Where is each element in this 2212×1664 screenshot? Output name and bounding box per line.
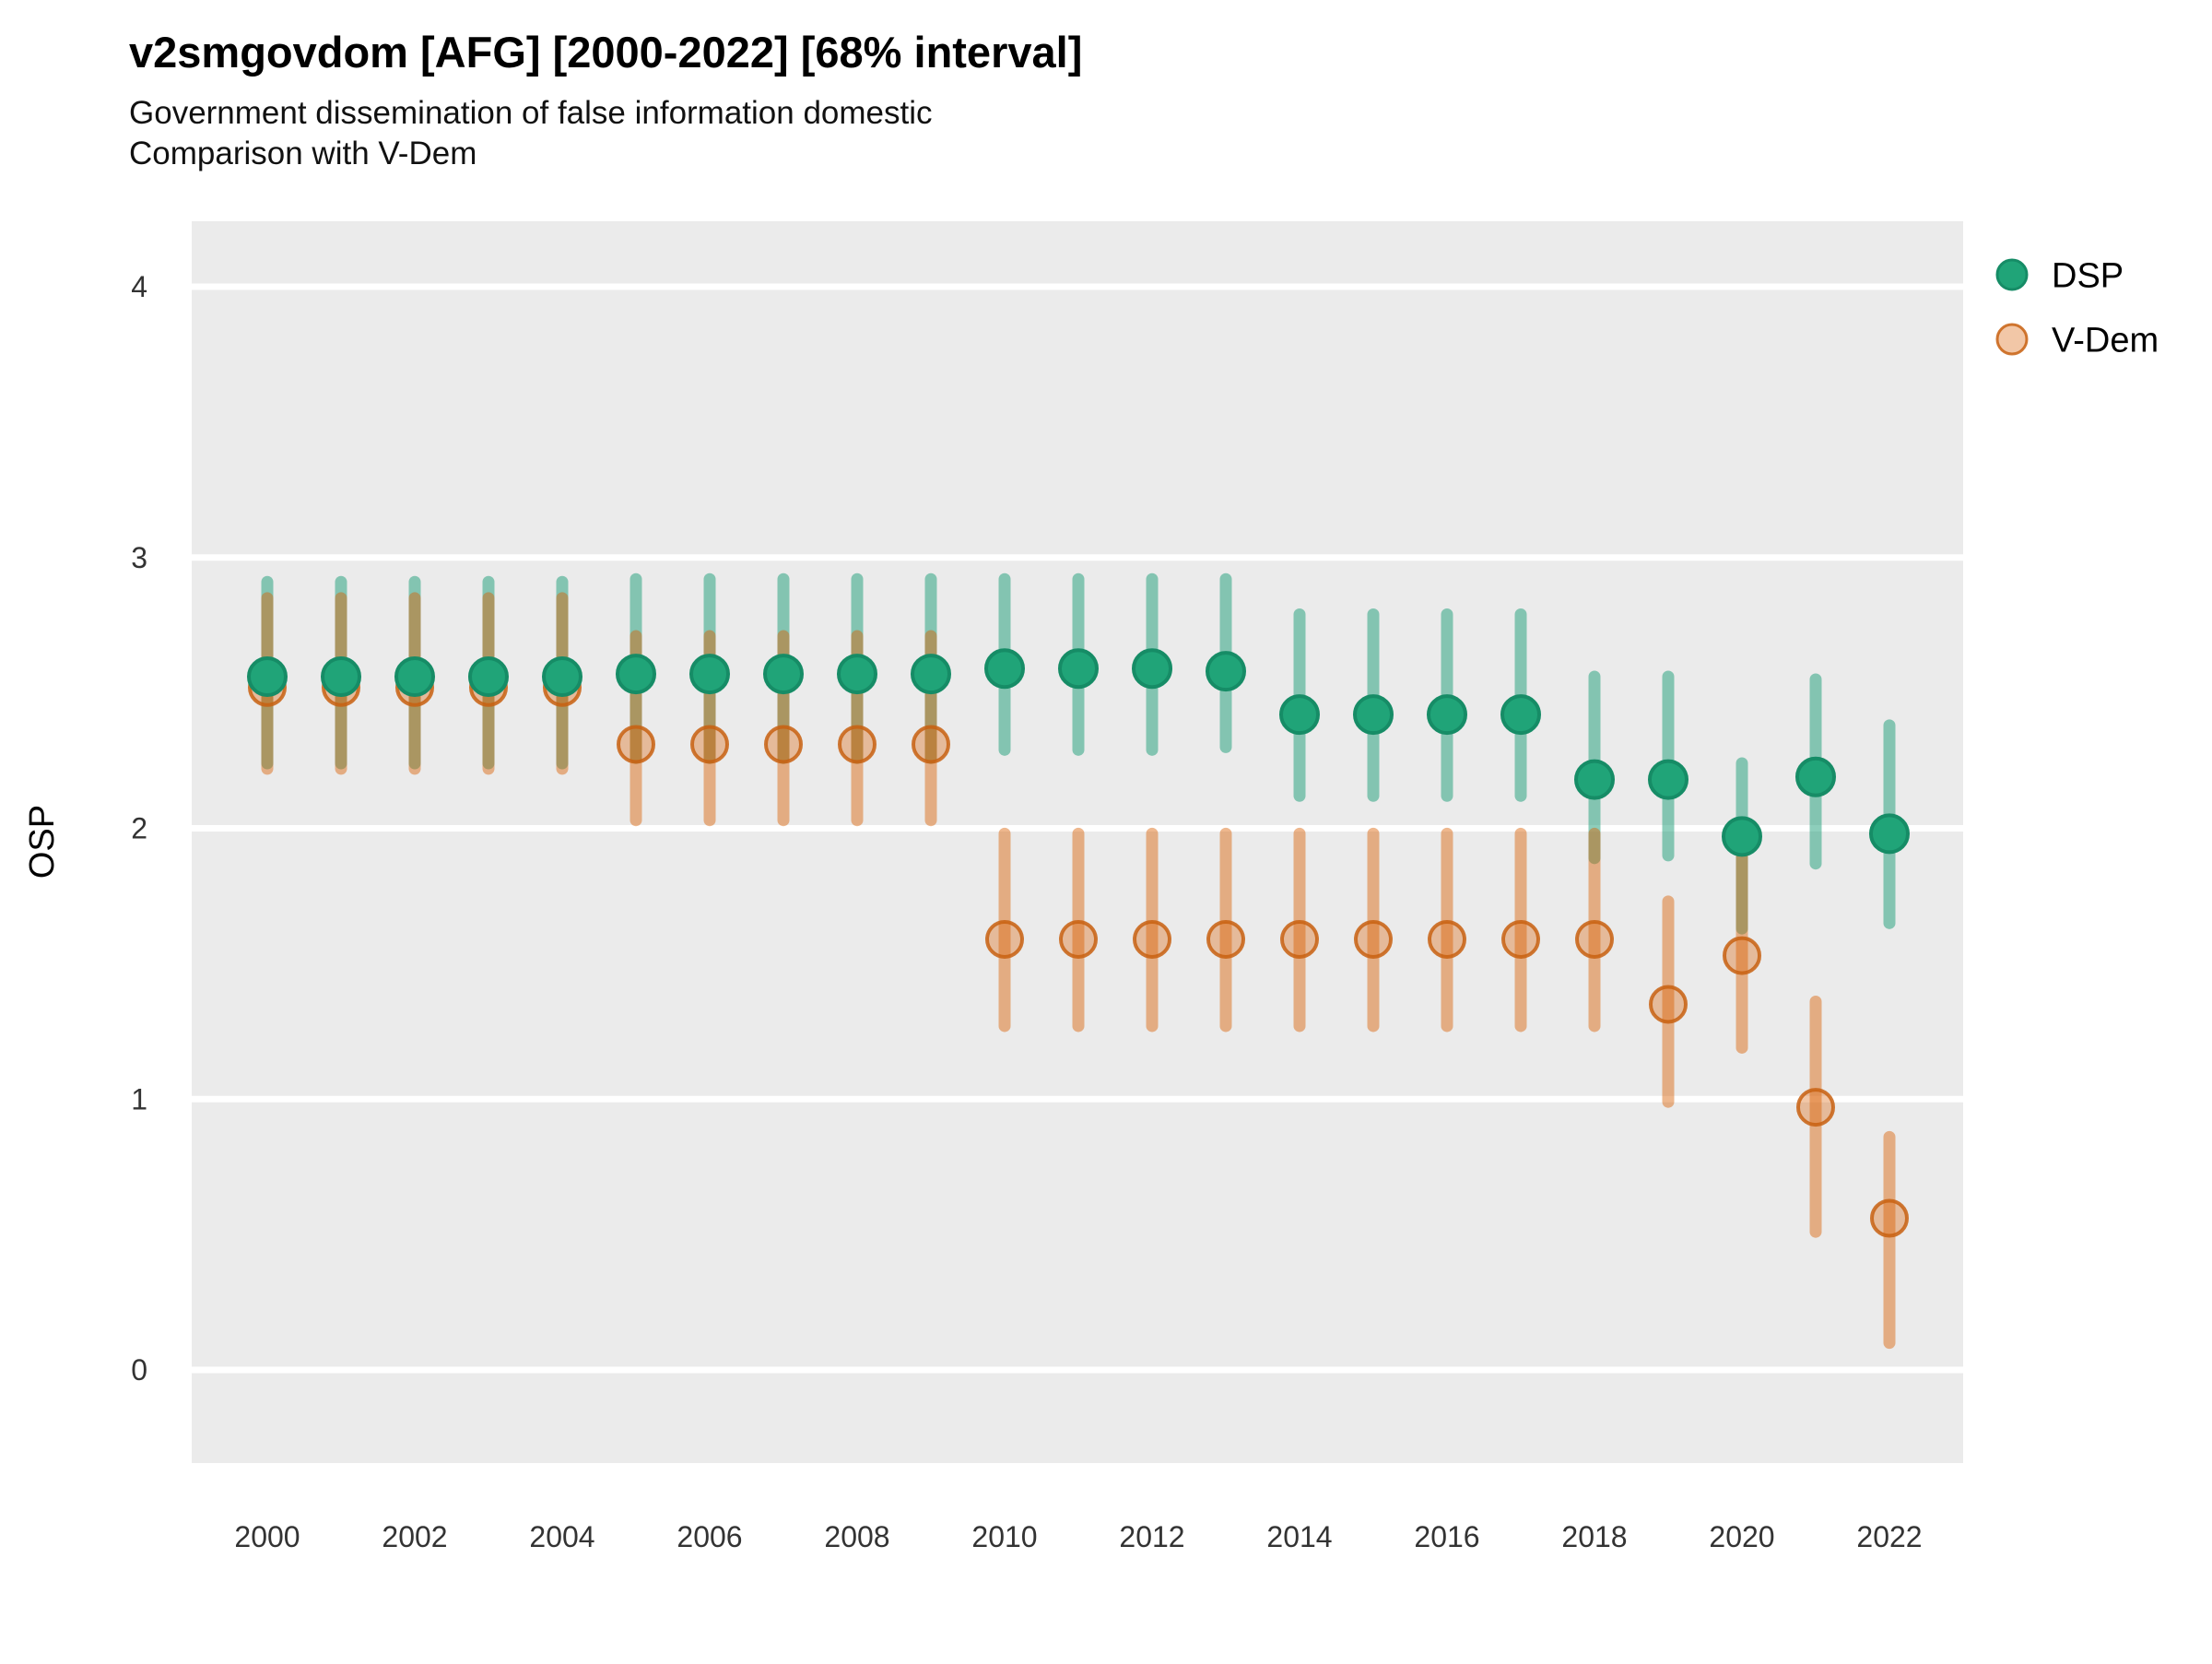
dsp-point [468, 656, 509, 697]
legend-dsp-marker-icon [1995, 258, 2029, 291]
dsp-point [616, 654, 656, 695]
x-tick-label: 2006 [677, 1520, 742, 1553]
vdem-point [1870, 1198, 1909, 1238]
dsp-point [1648, 759, 1688, 800]
vdem-point [1575, 919, 1614, 959]
dsp-point [247, 656, 288, 697]
dsp-point [1500, 694, 1541, 736]
dsp-point [1132, 648, 1172, 690]
legend-dsp-label: DSP [2052, 256, 2124, 295]
x-tick-label: 2014 [1266, 1520, 1332, 1553]
x-tick-label: 2002 [382, 1520, 447, 1553]
vdem-point [1723, 936, 1761, 975]
y-tick-label: 3 [131, 541, 147, 574]
x-tick-label: 2008 [824, 1520, 889, 1553]
x-tick-label: 2020 [1709, 1520, 1774, 1553]
dsp-point [1869, 813, 1910, 855]
x-tick-label: 2000 [234, 1520, 300, 1553]
x-tick-label: 2018 [1561, 1520, 1627, 1553]
dsp-point [1722, 816, 1762, 857]
dsp-point [1427, 694, 1467, 736]
x-tick-label: 2022 [1856, 1520, 1922, 1553]
axis-tick-labels: 0 1 2 3 4 2000 2002 2004 2006 2008 2010 2012 2014 201… [131, 270, 1922, 1553]
vdem-point [1796, 1088, 1835, 1127]
chart-subtitle-line2: Comparison with V-Dem [129, 136, 477, 171]
y-tick-label: 0 [131, 1353, 147, 1387]
y-axis-title: OSP [23, 805, 62, 879]
x-tick-label: 2010 [971, 1520, 1037, 1553]
vdem-point [764, 725, 803, 764]
vdem-point [1354, 919, 1393, 959]
vdem-point [912, 725, 950, 764]
vdem-point [617, 725, 655, 764]
vdem-point [1280, 919, 1319, 959]
vdem-point [1133, 919, 1171, 959]
dsp-point [689, 654, 730, 695]
vdem-point [1501, 919, 1540, 959]
dsp-point [1353, 694, 1394, 736]
vdem-point [838, 725, 877, 764]
plot-panel [192, 221, 1963, 1463]
chart-title: v2smgovdom [AFG] [2000-2022] [68% interv… [129, 28, 1082, 77]
legend-vdem-marker-icon [1995, 323, 2029, 356]
chart-subtitle-line1: Government dissemination of false inform… [129, 95, 933, 131]
vdem-point [1206, 919, 1245, 959]
dsp-point [837, 654, 877, 695]
vdem-point [985, 919, 1024, 959]
vdem-point [1649, 985, 1688, 1024]
dsp-point [911, 654, 951, 695]
y-tick-label: 1 [131, 1082, 147, 1115]
vdem-point [1059, 919, 1098, 959]
vdem-point [690, 725, 729, 764]
legend-vdem-label: V-Dem [2052, 321, 2159, 360]
y-tick-label: 4 [131, 270, 147, 303]
dsp-point [394, 656, 435, 697]
dsp-point [321, 656, 361, 697]
dsp-point [1206, 651, 1246, 692]
dsp-point [1058, 648, 1099, 690]
legend: DSP V-Dem [1995, 256, 2159, 360]
x-tick-label: 2012 [1119, 1520, 1184, 1553]
dsp-point [1574, 759, 1615, 800]
dsp-point [1795, 756, 1836, 797]
dsp-point [542, 656, 582, 697]
dsp-point [763, 654, 804, 695]
dsp-point [984, 648, 1025, 690]
dsp-point [1279, 694, 1320, 736]
vdem-point [1428, 919, 1466, 959]
y-tick-label: 2 [131, 812, 147, 845]
x-tick-label: 2004 [529, 1520, 594, 1553]
x-tick-label: 2016 [1414, 1520, 1479, 1553]
